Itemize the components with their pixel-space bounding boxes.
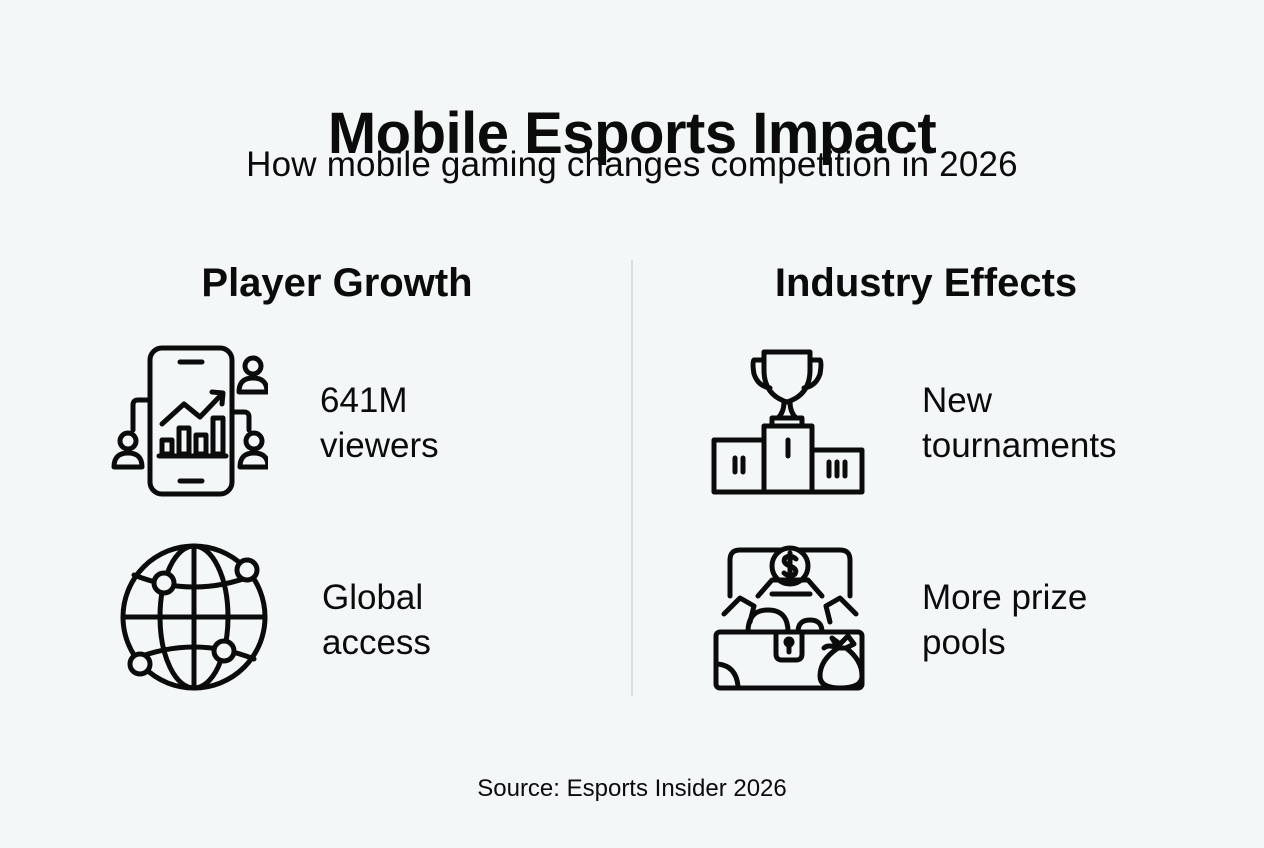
page-title: Mobile Esports Impact xyxy=(327,100,937,166)
source-caption: Source: Esports Insider 2026 xyxy=(477,775,787,802)
stat-new-tournaments: New tournaments xyxy=(922,378,1117,468)
stat-value: 641M xyxy=(320,381,408,420)
smartphone-growth-chart-users-icon xyxy=(108,340,268,500)
stat-label: tournaments xyxy=(922,426,1117,465)
stat-prize-pools: More prize pools xyxy=(922,575,1087,665)
stat-value: More prize xyxy=(922,578,1088,617)
treasure-chest-money-icon xyxy=(710,536,870,696)
section-heading: Industry Effects xyxy=(774,261,1078,305)
stat-label: viewers xyxy=(320,426,439,465)
section-divider xyxy=(631,260,633,696)
stat-label: access xyxy=(322,623,431,662)
stat-viewers: 641M viewers xyxy=(320,378,439,468)
section-heading: Player Growth xyxy=(201,261,473,305)
stat-value: New xyxy=(922,381,993,420)
globe-network-icon xyxy=(112,537,272,697)
stat-value: Global xyxy=(322,578,424,617)
stat-label: pools xyxy=(922,623,1006,662)
stat-global-access: Global access xyxy=(322,575,431,665)
page-subtitle: How mobile gaming changes competition in… xyxy=(246,145,1018,184)
trophy-podium-icon xyxy=(708,340,868,500)
